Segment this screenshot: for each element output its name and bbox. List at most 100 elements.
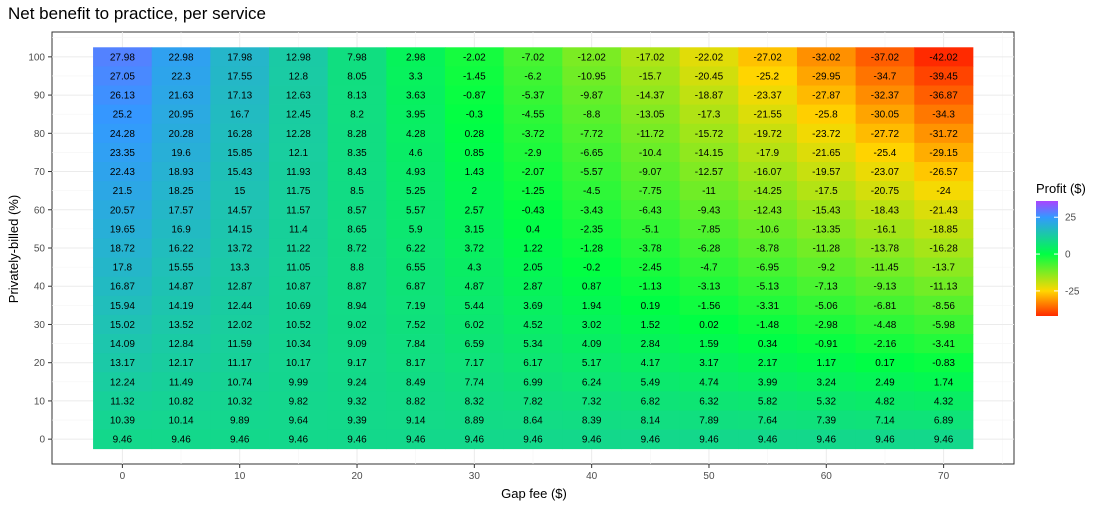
cell-value-label: -20.75 xyxy=(871,186,900,197)
cell-value-label: -5.13 xyxy=(756,282,779,293)
heatmap-cell xyxy=(210,353,270,373)
heatmap-cell xyxy=(738,161,798,182)
cell-value-label: -16.28 xyxy=(929,244,958,255)
heatmap-cell xyxy=(796,429,857,450)
heatmap-cell xyxy=(738,47,798,67)
cell-value-label: 8.72 xyxy=(347,244,367,255)
heatmap-cell xyxy=(503,334,563,354)
cell-value-label: -2.35 xyxy=(580,224,603,235)
cell-value-label: 8.39 xyxy=(582,416,602,427)
cell-value-label: -2.02 xyxy=(463,52,486,63)
y-axis-title: Privately-billed (%) xyxy=(6,195,21,303)
heatmap-cell xyxy=(327,200,387,220)
x-tick-label: 40 xyxy=(586,471,598,482)
cell-value-label: 1.22 xyxy=(523,244,543,255)
cell-value-label: 8.49 xyxy=(406,377,426,388)
cell-value-label: 7.64 xyxy=(758,416,778,427)
cell-value-label: -21.43 xyxy=(929,205,958,216)
heatmap-cell xyxy=(151,142,211,163)
heatmap-cell xyxy=(562,238,622,258)
heatmap-cell xyxy=(445,142,505,163)
cell-value-label: 10.17 xyxy=(286,358,311,369)
heatmap-cell xyxy=(93,429,153,450)
cell-value-label: -29.15 xyxy=(929,148,958,159)
heatmap-cell xyxy=(914,334,974,354)
cell-value-label: 10.69 xyxy=(286,301,311,312)
x-tick-label: 70 xyxy=(938,471,950,482)
heatmap-cell xyxy=(151,257,211,278)
heatmap-cell xyxy=(445,200,505,220)
cell-value-label: 6.99 xyxy=(523,377,543,388)
cell-value-label: 0.19 xyxy=(641,301,661,312)
cell-value-label: -4.55 xyxy=(522,110,545,121)
heatmap-cell xyxy=(151,391,211,411)
heatmap-cell xyxy=(503,429,563,450)
cell-value-label: 11.32 xyxy=(110,396,135,407)
heatmap-cell xyxy=(914,353,974,373)
cell-value-label: -7.75 xyxy=(639,186,662,197)
x-tick-label: 20 xyxy=(351,471,363,482)
cell-value-label: 12.17 xyxy=(169,358,194,369)
cell-value-label: 19.6 xyxy=(171,148,191,159)
cell-value-label: 6.82 xyxy=(641,396,661,407)
heatmap-cell xyxy=(327,238,387,258)
heatmap-cell xyxy=(445,181,505,201)
heatmap-cell xyxy=(562,161,622,182)
y-tick-label: 90 xyxy=(34,91,46,102)
heatmap-cell xyxy=(386,314,446,335)
cell-value-label: 9.32 xyxy=(347,396,367,407)
cell-value-label: 13.52 xyxy=(169,320,194,331)
heatmap-cell xyxy=(327,334,387,354)
heatmap-cell xyxy=(269,47,329,67)
cell-value-label: 10.32 xyxy=(227,396,252,407)
cell-value-label: 1.59 xyxy=(699,339,719,350)
cell-value-label: 27.05 xyxy=(110,71,135,82)
y-tick-label: 100 xyxy=(28,52,45,63)
heatmap-cell xyxy=(562,123,622,144)
heatmap-cell xyxy=(93,66,153,86)
heatmap-cell xyxy=(796,410,857,430)
cell-value-label: 5.17 xyxy=(582,358,602,369)
heatmap-cell xyxy=(386,353,446,373)
cell-value-label: -25.2 xyxy=(756,71,779,82)
cell-value-label: 9.46 xyxy=(758,435,778,446)
heatmap-cell xyxy=(796,372,857,392)
cell-value-label: 12.44 xyxy=(227,301,252,312)
heatmap-cell xyxy=(445,410,505,430)
cell-value-label: 6.87 xyxy=(406,282,426,293)
heatmap-cell xyxy=(210,47,270,67)
heatmap-cell xyxy=(210,181,270,201)
cell-value-label: 18.93 xyxy=(169,167,194,178)
heatmap-cell xyxy=(445,372,505,392)
cell-value-label: 5.32 xyxy=(817,396,837,407)
cell-value-label: 12.24 xyxy=(110,377,135,388)
heatmap-cell xyxy=(151,410,211,430)
heatmap-cell xyxy=(796,257,857,278)
cell-value-label: 11.93 xyxy=(286,167,311,178)
cell-value-label: -7.72 xyxy=(580,129,603,140)
cell-value-label: 17.55 xyxy=(227,71,252,82)
heatmap-cell xyxy=(151,238,211,258)
heatmap-cell xyxy=(796,161,857,182)
cell-value-label: 16.87 xyxy=(110,282,135,293)
cell-value-label: -1.45 xyxy=(463,71,486,82)
heatmap-cell xyxy=(562,314,622,335)
cell-value-label: 0.87 xyxy=(582,282,602,293)
heatmap-cell xyxy=(386,238,446,258)
heatmap-cell xyxy=(562,429,622,450)
heatmap-cell xyxy=(562,410,622,430)
y-tick-label: 40 xyxy=(34,282,46,293)
heatmap-cell xyxy=(445,276,505,297)
cell-value-label: 0.4 xyxy=(526,224,540,235)
heatmap-cell xyxy=(269,104,329,125)
cell-value-label: 7.74 xyxy=(465,377,485,388)
cell-value-label: 16.7 xyxy=(230,110,250,121)
heatmap-cell xyxy=(386,276,446,297)
heatmap-cell xyxy=(914,181,974,201)
heatmap-cell xyxy=(620,123,681,144)
heatmap-cell xyxy=(914,410,974,430)
x-tick-label: 50 xyxy=(703,471,715,482)
cell-value-label: 9.46 xyxy=(289,435,309,446)
heatmap-cell xyxy=(210,391,270,411)
heatmap-cell xyxy=(93,257,153,278)
